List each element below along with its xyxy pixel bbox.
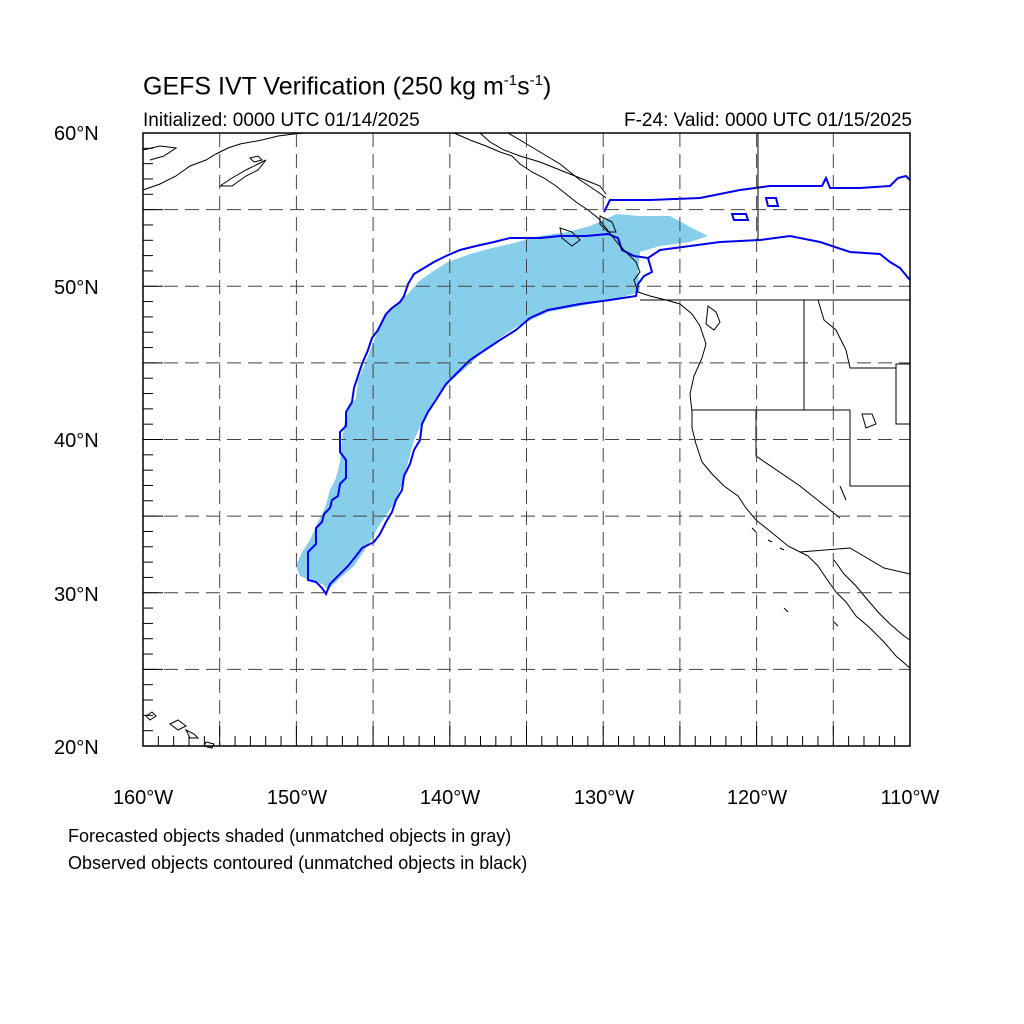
graticule <box>143 133 910 746</box>
lat-label-40: 40°N <box>54 430 99 452</box>
observed-object-contour-east <box>603 174 911 281</box>
axis-ticks <box>142 132 911 747</box>
observed-object-small-2 <box>764 197 780 207</box>
initialized-time: Initialized: 0000 UTC 01/14/2025 <box>143 110 420 131</box>
observed-object-small-1 <box>730 213 750 221</box>
valid-time: F-24: Valid: 0000 UTC 01/15/2025 <box>624 110 912 131</box>
lon-label-120w: 120°W <box>727 787 787 809</box>
lat-label-50: 50°N <box>54 277 99 299</box>
lat-label-30: 30°N <box>54 584 99 606</box>
lon-label-150w: 150°W <box>267 787 327 809</box>
legend-note-forecast: Forecasted objects shaded (unmatched obj… <box>68 826 512 846</box>
map-title: GEFS IVT Verification (250 kg m-1s-1) <box>143 72 552 101</box>
observed-object-contour <box>307 232 654 597</box>
lon-label-160w: 160°W <box>113 787 173 809</box>
lat-label-60: 60°N <box>54 123 99 145</box>
forecast-object <box>296 214 708 590</box>
lon-label-130w: 130°W <box>574 787 634 809</box>
lon-label-110w: 110°W <box>881 787 940 809</box>
legend-note-observed: Observed objects contoured (unmatched ob… <box>68 853 528 873</box>
lat-label-20: 20°N <box>54 737 99 759</box>
coastlines <box>142 132 911 749</box>
lon-label-140w: 140°W <box>420 787 480 809</box>
